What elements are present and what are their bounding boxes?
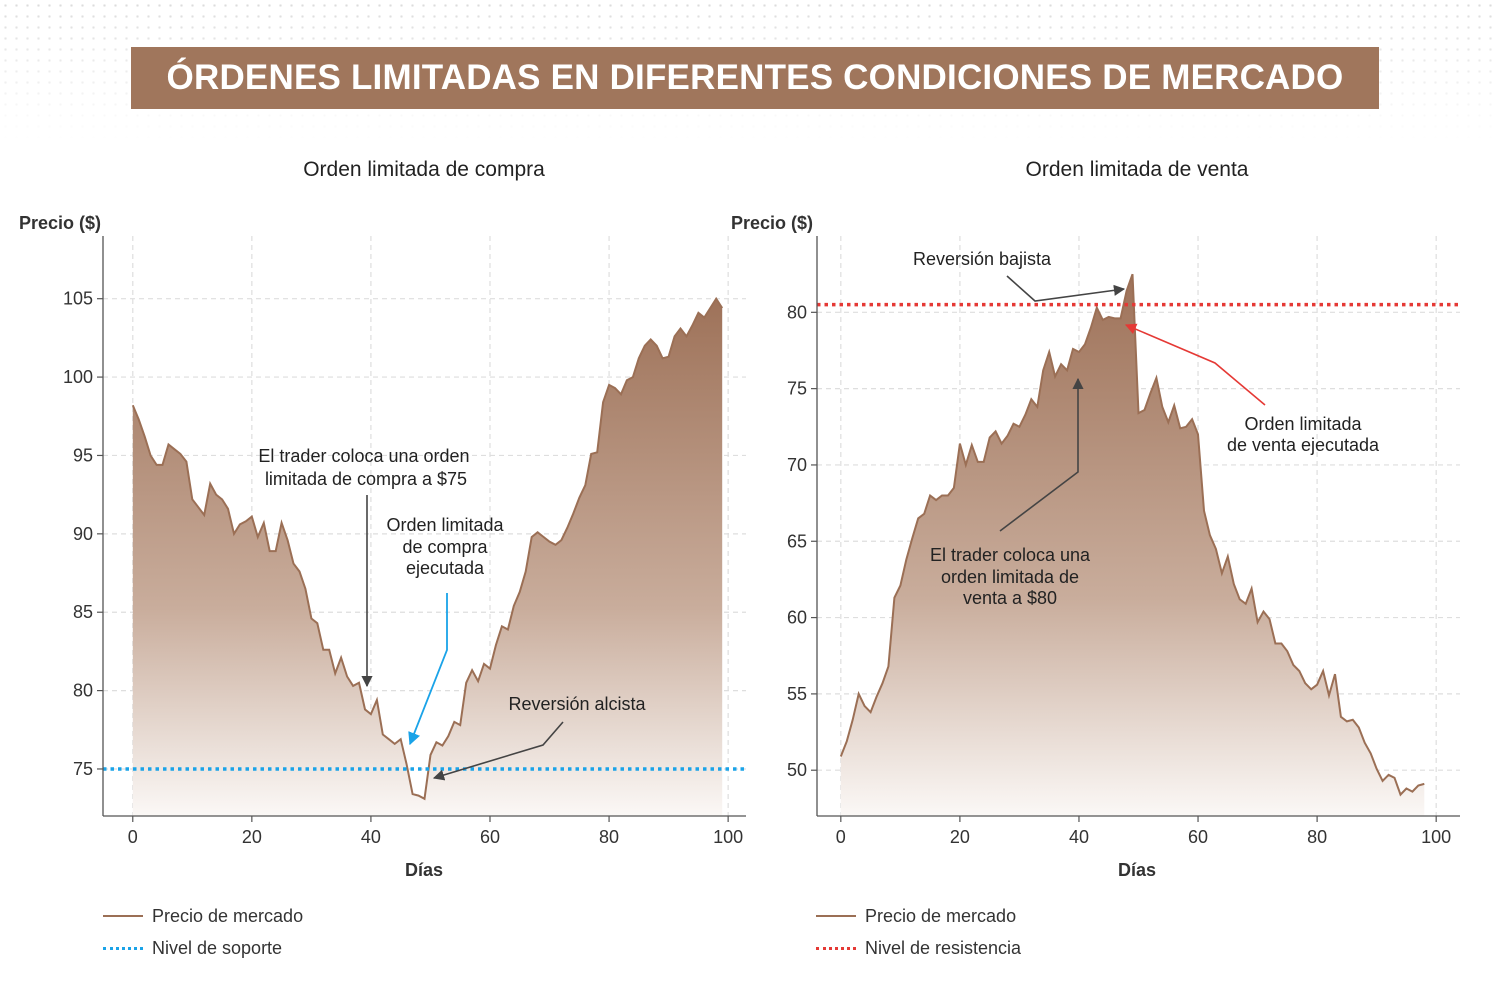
x-tick-label: 20 bbox=[242, 827, 262, 847]
y-tick-label: 80 bbox=[73, 681, 93, 701]
chart-left: Orden limitada de compra Precio ($) Días… bbox=[19, 158, 748, 880]
x-tick-label: 80 bbox=[599, 827, 619, 847]
legend-item-resistance: Nivel de resistencia bbox=[816, 932, 1021, 964]
page-title: ÓRDENES LIMITADAS EN DIFERENTES CONDICIO… bbox=[131, 47, 1379, 109]
annotation-buy-order-executed: Orden limitada de compra ejecutada bbox=[386, 515, 505, 746]
annotation-text-line: orden limitada de bbox=[941, 567, 1079, 587]
chart-left-price-area bbox=[132, 298, 723, 816]
arrow-icon bbox=[408, 593, 448, 746]
x-tick-label: 100 bbox=[1421, 827, 1451, 847]
y-tick-label: 95 bbox=[73, 445, 93, 465]
y-tick-label: 75 bbox=[787, 379, 807, 399]
dotted-line-swatch-icon bbox=[816, 946, 856, 950]
legend-item-market-price: Precio de mercado bbox=[816, 900, 1021, 932]
y-tick-label: 75 bbox=[73, 759, 93, 779]
y-tick-label: 105 bbox=[63, 289, 93, 309]
chart-left-ticks: 0 20 40 60 80 100 75 80 85 90 95 100 105 bbox=[63, 289, 743, 847]
annotation-text-line: Reversión bajista bbox=[913, 249, 1052, 269]
chart-left-xlabel: Días bbox=[405, 860, 443, 880]
x-tick-label: 40 bbox=[1069, 827, 1089, 847]
annotation-text-line: Reversión alcista bbox=[508, 694, 646, 714]
annotation-sell-order-placed: El trader coloca una orden limitada de v… bbox=[930, 377, 1091, 608]
legend-label: Nivel de resistencia bbox=[865, 937, 1022, 958]
chart-right-xlabel: Días bbox=[1118, 860, 1156, 880]
annotation-text-line: limitada de compra a $75 bbox=[265, 469, 467, 489]
dotted-line-swatch-icon bbox=[103, 946, 143, 950]
chart-right: Orden limitada de venta Precio ($) Días … bbox=[731, 158, 1462, 880]
chart-left-title: Orden limitada de compra bbox=[303, 158, 545, 181]
annotation-text-line: Orden limitada bbox=[386, 515, 504, 535]
chart-right-price-area bbox=[840, 274, 1425, 816]
chart-left-ylabel: Precio ($) bbox=[19, 213, 101, 233]
arrow-icon bbox=[1006, 275, 1126, 302]
y-tick-label: 80 bbox=[787, 302, 807, 322]
legend-label: Nivel de soporte bbox=[152, 937, 283, 958]
legend-item-market-price: Precio de mercado bbox=[103, 900, 303, 932]
annotation-text-line: de compra bbox=[402, 537, 488, 557]
annotation-text-line: venta a $80 bbox=[963, 588, 1057, 608]
chart-right-legend: Precio de mercado Nivel de resistencia bbox=[816, 900, 1021, 964]
y-tick-label: 70 bbox=[787, 455, 807, 475]
x-tick-label: 60 bbox=[1188, 827, 1208, 847]
arrow-icon bbox=[432, 721, 564, 781]
y-tick-label: 65 bbox=[787, 531, 807, 551]
y-tick-label: 90 bbox=[73, 524, 93, 544]
annotation-text-line: de venta ejecutada bbox=[1227, 435, 1380, 455]
x-tick-label: 100 bbox=[713, 827, 743, 847]
arrow-icon bbox=[999, 377, 1084, 532]
y-tick-label: 55 bbox=[787, 684, 807, 704]
legend-label: Precio de mercado bbox=[865, 905, 1017, 926]
chart-right-title: Orden limitada de venta bbox=[1026, 158, 1249, 181]
chart-right-ticks: 0 20 40 60 80 100 50 55 60 65 70 75 80 bbox=[787, 302, 1451, 847]
y-tick-label: 50 bbox=[787, 760, 807, 780]
x-tick-label: 80 bbox=[1307, 827, 1327, 847]
chart-right-ylabel: Precio ($) bbox=[731, 213, 813, 233]
arrow-icon bbox=[1124, 323, 1266, 406]
x-tick-label: 20 bbox=[950, 827, 970, 847]
x-tick-label: 40 bbox=[361, 827, 381, 847]
legend-item-support: Nivel de soporte bbox=[103, 932, 303, 964]
annotation-buy-order-placed: El trader coloca una orden limitada de c… bbox=[258, 446, 470, 688]
annotation-bullish-reversal: Reversión alcista bbox=[432, 694, 647, 781]
annotation-text-line: Orden limitada bbox=[1244, 414, 1362, 434]
annotation-text-line: El trader coloca una orden bbox=[258, 446, 469, 466]
x-tick-label: 0 bbox=[128, 827, 138, 847]
chart-left-legend: Precio de mercado Nivel de soporte bbox=[103, 900, 303, 964]
annotation-text-line: ejecutada bbox=[406, 558, 485, 578]
line-swatch-icon bbox=[816, 915, 856, 917]
x-tick-label: 60 bbox=[480, 827, 500, 847]
annotation-text-line: El trader coloca una bbox=[930, 545, 1091, 565]
chart-right-price-line bbox=[839, 273, 1425, 797]
chart-left-price-line bbox=[131, 296, 724, 801]
y-tick-label: 60 bbox=[787, 608, 807, 628]
legend-label: Precio de mercado bbox=[152, 905, 304, 926]
annotation-bearish-reversal: Reversión bajista bbox=[913, 249, 1126, 302]
y-tick-label: 85 bbox=[73, 602, 93, 622]
y-tick-label: 100 bbox=[63, 367, 93, 387]
line-swatch-icon bbox=[103, 915, 143, 917]
annotation-sell-order-executed: Orden limitada de venta ejecutada bbox=[1124, 323, 1380, 455]
x-tick-label: 0 bbox=[836, 827, 846, 847]
